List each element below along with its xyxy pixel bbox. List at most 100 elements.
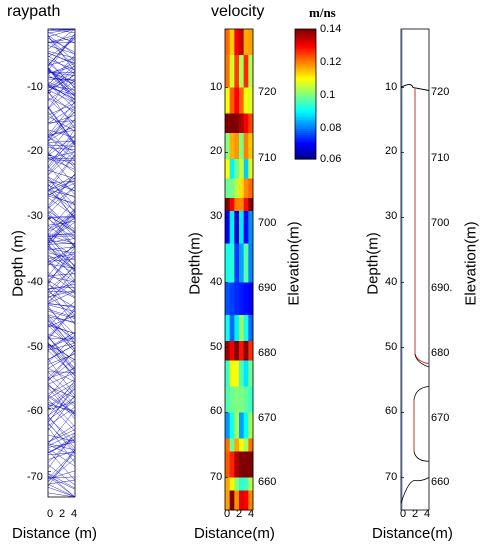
velocity-cell (229, 477, 235, 491)
interp-elev-tick: 720 (431, 86, 450, 98)
colorbar-segment (295, 55, 316, 58)
velocity-cell (225, 243, 231, 283)
interp-elev-tick: 700 (431, 217, 450, 229)
colorbar-segment (295, 94, 316, 97)
velocity-cell (243, 490, 249, 511)
raypath-ytick: -50 (27, 341, 43, 353)
colorbar-segment (295, 107, 316, 110)
velocity-cell (239, 315, 245, 342)
velocity-cell (229, 178, 235, 199)
colorbar-tick: 0.08 (320, 122, 342, 134)
velocity-cell (229, 451, 235, 478)
raypath-ray-lines (47, 28, 76, 498)
velocity-elev-tick: 720 (258, 86, 277, 98)
velocity-xlabel: Distance(m) (194, 525, 275, 542)
interp-depth-tick: 30 (385, 210, 398, 222)
colorbar-tick: 0.06 (320, 153, 342, 165)
velocity-cell (239, 412, 245, 439)
velocity-cell (234, 178, 240, 199)
colorbar-frame (294, 28, 317, 160)
colorbar-segment (295, 44, 316, 47)
velocity-cell (229, 386, 235, 413)
colorbar-segment (295, 87, 316, 91)
velocity-cell (239, 490, 245, 511)
velocity-cell (248, 55, 254, 88)
colorbar-segment (295, 68, 316, 71)
colorbar-segment (295, 48, 316, 52)
raypath-xtick: 2 (59, 508, 66, 520)
velocity-title: velocity (211, 3, 265, 20)
velocity-cell (225, 133, 231, 160)
interp-depth-tick: 60 (385, 405, 398, 417)
velocity-cell (239, 477, 245, 491)
velocity-cell (248, 282, 254, 316)
colorbar-segment (295, 146, 316, 149)
raypath-ytick: -10 (27, 81, 43, 93)
velocity-cell (243, 133, 249, 160)
raypath-xtick: 4 (71, 508, 78, 520)
velocity-cell (234, 451, 240, 478)
colorbar-segment (295, 70, 316, 73)
colorbar-segment (295, 61, 316, 65)
colorbar-segment (295, 100, 316, 104)
interp-xtick: 0 (400, 508, 407, 520)
colorbar-segment (295, 141, 316, 145)
velocity-cell (229, 211, 235, 244)
velocity-cell (239, 282, 245, 316)
raypath-xlabel: Distance (m) (12, 525, 98, 542)
velocity-cell (225, 87, 231, 114)
velocity-cell (225, 438, 231, 452)
raypath-ytick: -20 (27, 145, 43, 157)
velocity-cell (229, 55, 235, 88)
colorbar-segment (295, 35, 316, 39)
colorbar-segment (295, 83, 316, 86)
velocity-cell (239, 178, 245, 199)
boundary-line-b (400, 477, 430, 504)
colorbar-segment (295, 102, 316, 106)
colorbar-segment (295, 150, 316, 154)
colorbar-segment (295, 143, 316, 147)
colorbar-segment (295, 89, 316, 93)
velocity-cell (234, 211, 240, 244)
interp-elev-tick: 670 (431, 412, 450, 424)
velocity-cell (225, 315, 231, 342)
velocity-cell (243, 282, 249, 316)
colorbar-segment (295, 37, 316, 41)
velocity-cell (239, 243, 245, 283)
colorbar-segment (295, 124, 316, 128)
colorbar-tick: 0.14 (320, 23, 342, 35)
interp-xtick: 4 (424, 508, 431, 520)
velocity-elev-tick: 690 (258, 282, 277, 294)
colorbar-segment (295, 96, 316, 99)
colorbar-segment (295, 42, 316, 45)
velocity-cell (248, 159, 254, 179)
colorbar-segment (295, 130, 316, 134)
velocity-cell (239, 55, 245, 88)
colorbar-segment (295, 81, 316, 84)
colorbar-segment (295, 109, 316, 112)
velocity-cell (229, 198, 235, 212)
velocity-depth-tick: 20 (210, 145, 223, 157)
raypath-ytick: -70 (27, 471, 43, 483)
velocity-cell (239, 211, 245, 244)
velocity-depth-tick: 60 (210, 405, 223, 417)
interp-elev-tick: 660 (431, 476, 450, 488)
velocity-cell (225, 477, 231, 491)
colorbar-segment (295, 72, 316, 76)
velocity-elev-tick: 680 (258, 347, 277, 359)
velocity-cell (243, 360, 249, 387)
velocity-cell (248, 490, 254, 511)
velocity-elev-tick: 670 (258, 412, 277, 424)
velocity-cell (248, 412, 254, 439)
raypath-ytick: -40 (27, 276, 43, 288)
boundary-line-a-top (414, 353, 430, 368)
velocity-cell (229, 243, 235, 283)
velocity-depth-tick: 70 (210, 471, 223, 483)
velocity-cell (229, 29, 235, 56)
velocity-cell (234, 282, 240, 316)
colorbar-segment (295, 46, 316, 50)
velocity-cell (234, 412, 240, 439)
raypath-ytick: -60 (27, 405, 43, 417)
velocity-cell (248, 29, 254, 56)
colorbar-segment (295, 50, 316, 54)
